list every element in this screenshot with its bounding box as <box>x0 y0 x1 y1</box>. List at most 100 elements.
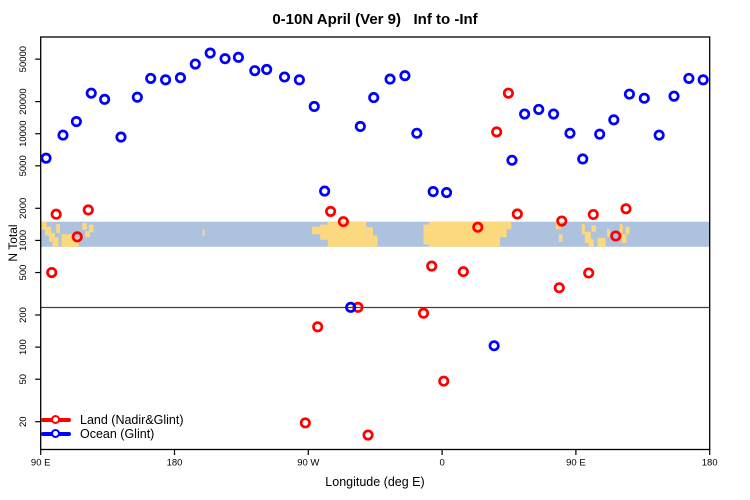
data-point <box>308 100 320 113</box>
data-point <box>548 108 560 120</box>
land-patch <box>584 231 591 244</box>
data-point <box>519 108 531 120</box>
land-patch <box>202 229 205 236</box>
data-point <box>189 58 201 70</box>
data-point <box>653 129 665 141</box>
svg-text:100: 100 <box>18 339 29 355</box>
data-point <box>131 91 143 103</box>
svg-text:50: 50 <box>18 374 29 385</box>
data-point <box>50 208 62 220</box>
data-point <box>426 260 438 272</box>
land-patch <box>607 229 611 237</box>
legend-land-marker-icon <box>41 414 71 426</box>
map-strip <box>40 221 710 247</box>
data-point <box>556 215 568 227</box>
land-patch <box>423 224 431 245</box>
land-patch <box>82 222 87 230</box>
data-point <box>46 266 58 279</box>
data-point <box>491 126 503 138</box>
data-point <box>312 321 324 333</box>
data-point <box>70 116 82 128</box>
data-point <box>249 65 261 77</box>
data-point <box>399 70 411 82</box>
land-patch <box>619 224 623 233</box>
data-point <box>610 230 622 242</box>
data-point <box>697 74 709 86</box>
ocean-points <box>40 47 709 352</box>
svg-text:1000: 1000 <box>18 230 29 251</box>
land-patch <box>48 232 55 242</box>
land-patch <box>85 231 90 238</box>
data-point <box>293 74 305 86</box>
data-point <box>354 120 366 132</box>
svg-text:200: 200 <box>18 307 29 323</box>
land-patch <box>588 239 594 247</box>
land-patch <box>500 221 507 238</box>
legend-item-land: Land (Nadir&Glint) <box>41 413 184 427</box>
land-patch <box>56 224 61 233</box>
data-point <box>411 127 423 139</box>
y-axis-ticks: 20 50 100 200 500 1000 2000 5000 10000 20000 50000 <box>18 46 41 427</box>
land-points <box>46 87 632 441</box>
svg-text:2000: 2000 <box>18 198 29 219</box>
data-point <box>587 208 599 221</box>
data-point <box>40 152 52 164</box>
data-point <box>623 88 635 100</box>
data-point <box>261 63 273 76</box>
data-point <box>438 375 450 387</box>
data-point <box>417 307 430 319</box>
land-patch <box>366 227 373 247</box>
data-point <box>299 417 311 429</box>
legend-ocean-marker-icon <box>41 428 71 440</box>
data-point <box>319 185 331 197</box>
land-patch <box>64 237 79 247</box>
data-point <box>115 131 127 143</box>
data-point <box>577 153 589 165</box>
land-patch <box>372 235 378 247</box>
data-point <box>82 204 94 216</box>
data-point <box>368 92 380 104</box>
data-point <box>219 53 231 65</box>
land-patch <box>312 226 322 235</box>
data-point <box>594 128 606 140</box>
land-patch <box>591 225 596 232</box>
land-patch <box>41 221 47 230</box>
data-point <box>85 87 97 99</box>
data-point <box>638 92 650 104</box>
data-point <box>564 127 576 139</box>
svg-text:90 E: 90 E <box>566 458 586 469</box>
data-point <box>278 71 291 83</box>
svg-text:20000: 20000 <box>18 88 29 114</box>
svg-text:500: 500 <box>18 265 29 281</box>
data-point <box>668 90 680 102</box>
svg-text:5000: 5000 <box>18 155 29 176</box>
data-point <box>160 74 172 86</box>
land-patch <box>597 238 606 247</box>
data-point <box>325 205 337 217</box>
svg-text:0: 0 <box>439 458 444 469</box>
land-patch <box>625 226 630 235</box>
data-point <box>145 72 157 84</box>
legend: Land (Nadir&Glint) Ocean (Glint) <box>41 413 184 441</box>
land-patch <box>45 226 52 236</box>
data-point <box>553 282 565 294</box>
data-point <box>511 208 523 220</box>
legend-item-ocean: Ocean (Glint) <box>41 427 184 441</box>
land-patch <box>506 221 512 230</box>
data-point <box>337 216 349 228</box>
svg-text:90 W: 90 W <box>297 458 319 469</box>
data-point <box>583 267 595 279</box>
data-point <box>506 154 518 166</box>
data-point <box>99 93 111 105</box>
data-point <box>683 72 695 84</box>
data-point <box>472 221 484 233</box>
data-point <box>362 429 374 441</box>
data-point <box>232 51 244 63</box>
legend-label-land: Land (Nadir&Glint) <box>80 413 184 427</box>
x-axis-ticks: 90 E 180 90 W 0 90 E 180 <box>31 449 718 469</box>
svg-text:20: 20 <box>18 416 29 427</box>
data-point <box>71 231 83 243</box>
data-point <box>502 87 514 99</box>
